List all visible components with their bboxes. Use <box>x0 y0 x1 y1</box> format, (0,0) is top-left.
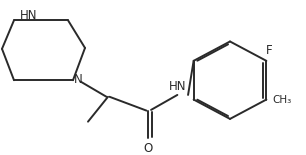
Text: HN: HN <box>20 9 38 22</box>
Text: CH₃: CH₃ <box>273 95 292 104</box>
Text: HN: HN <box>169 80 186 93</box>
Text: N: N <box>74 73 83 86</box>
Text: O: O <box>144 142 153 155</box>
Text: F: F <box>266 44 272 57</box>
